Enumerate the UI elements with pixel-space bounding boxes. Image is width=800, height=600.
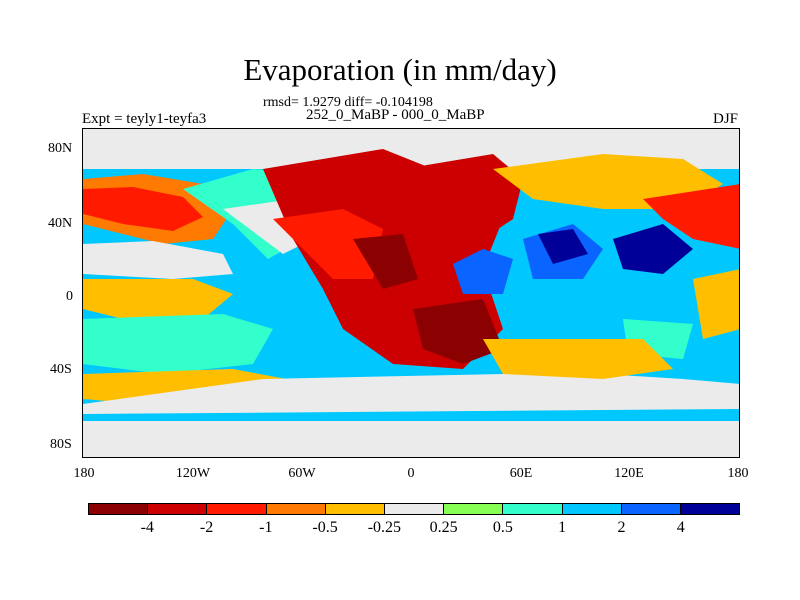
x-tick-60e: 60E	[509, 466, 533, 481]
y-tick-80s: 80S	[50, 437, 72, 452]
atlantic-west	[273, 209, 383, 279]
statistics-label: rmsd= 1.9279 diff= -0.104198	[263, 95, 433, 110]
colorbar-swatch	[89, 504, 149, 514]
tethys-deep-blue	[538, 229, 588, 264]
colorbar-swatch	[621, 504, 681, 514]
colorbar-swatch	[207, 504, 267, 514]
atlantic-core	[353, 234, 418, 289]
x-tick-0: 0	[407, 466, 415, 481]
colorbar-swatch	[148, 504, 208, 514]
north-pacific-core	[83, 187, 203, 231]
southern-indian-band	[483, 339, 673, 379]
colorbar	[88, 503, 740, 515]
australia-warm	[693, 269, 739, 339]
x-tick-60w: 60W	[288, 466, 316, 481]
colorbar-label: -0.5	[312, 519, 338, 536]
colorbar-swatch	[503, 504, 563, 514]
subtropical-band	[83, 241, 233, 279]
x-tick-120e: 120E	[614, 466, 644, 481]
colorbar-swatch	[444, 504, 504, 514]
season-label: DJF	[712, 111, 738, 127]
colorbar-swatch	[266, 504, 326, 514]
colorbar-label: -4	[140, 519, 154, 536]
asia-north-region	[493, 154, 723, 209]
south-pacific-band	[83, 314, 273, 374]
colorbar-label: 1	[558, 519, 567, 536]
colorbar-label: 0.5	[492, 519, 513, 536]
map-title: Evaporation (in mm/day)	[243, 52, 557, 87]
map-field	[83, 129, 739, 457]
evaporation-map	[82, 128, 740, 458]
europe-region	[403, 154, 523, 239]
colorbar-label: 0.25	[429, 519, 458, 536]
south-atlantic-core	[413, 299, 503, 364]
colorbar-label: -0.25	[367, 519, 402, 536]
colorbar-label: -1	[259, 519, 273, 536]
africa-blue-region	[453, 249, 513, 294]
southern-ocean-grey	[83, 374, 739, 414]
antarctic-region	[83, 421, 739, 457]
period-label: 252_0_MaBP - 000_0_MaBP	[306, 107, 485, 123]
colorbar-swatch	[325, 504, 385, 514]
east-asia-red	[643, 184, 739, 249]
colorbar-swatch	[680, 504, 740, 514]
y-tick-0: 0	[66, 289, 73, 304]
y-tick-40s: 40S	[50, 362, 72, 377]
colorbar-swatch	[384, 504, 445, 514]
x-tick-180w: 180	[73, 466, 95, 481]
y-tick-40n: 40N	[48, 216, 73, 231]
asia-deep-blue	[613, 224, 693, 274]
x-tick-120w: 120W	[175, 466, 211, 481]
y-tick-80n: 80N	[48, 141, 73, 156]
colorbar-label: -2	[199, 519, 214, 536]
experiment-label: Expt = teyly1-teyfa3	[82, 111, 207, 127]
colorbar-swatch	[562, 504, 622, 514]
x-tick-180e: 180	[727, 466, 749, 481]
colorbar-label: 4	[676, 519, 685, 536]
colorbar-label: 2	[617, 519, 626, 536]
tropical-pacific-band	[83, 279, 233, 319]
